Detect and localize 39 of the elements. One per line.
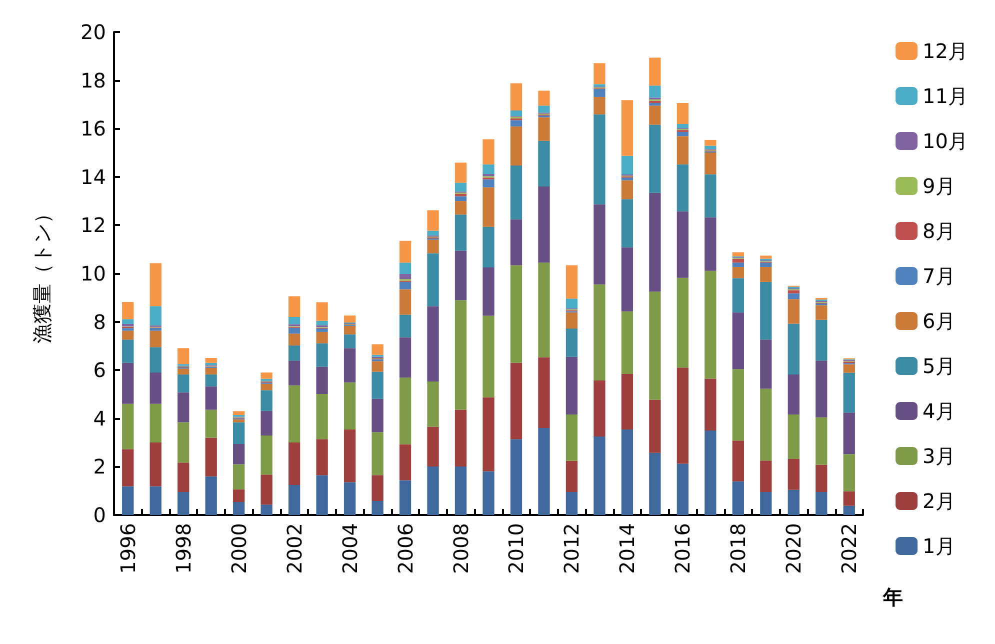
y-axis-title: 漁獲量（トン） (30, 204, 54, 344)
legend-label: 3月 (922, 444, 956, 468)
legend-label: 1月 (922, 534, 956, 558)
y-tick-label: 18 (80, 68, 106, 92)
x-tick-label: 2008 (448, 523, 473, 574)
legend-label: 7月 (922, 264, 956, 288)
x-tick-label: 2010 (504, 523, 528, 574)
x-tick-label: 2006 (393, 523, 418, 574)
legend-label: 11月 (922, 84, 968, 108)
x-tick-label: 1996 (116, 523, 140, 574)
x-tick-label: 2000 (226, 523, 251, 574)
x-tick-label: 1998 (171, 523, 196, 574)
x-tick-label: 2022 (837, 523, 862, 574)
x-tick-label: 2016 (670, 523, 695, 574)
x-tick-label: 2002 (282, 523, 306, 574)
y-tick-label: 0 (93, 503, 106, 527)
legend-label: 10月 (922, 129, 968, 153)
legend-label: 12月 (922, 39, 968, 63)
y-tick-label: 12 (80, 213, 106, 238)
legend-label: 8月 (922, 219, 956, 243)
x-axis-title: 年 (882, 585, 903, 609)
y-tick-label: 8 (93, 310, 106, 334)
legend-label: 9月 (922, 174, 956, 198)
x-tick-label: 2018 (726, 523, 750, 574)
y-tick-label: 2 (93, 454, 106, 479)
legend-label: 4月 (922, 399, 956, 423)
y-tick-label: 14 (80, 164, 106, 189)
legend-label: 5月 (922, 354, 956, 378)
x-tick-label: 2004 (338, 523, 362, 574)
legend-label: 2月 (922, 489, 956, 513)
y-tick-label: 6 (93, 358, 106, 382)
y-tick-label: 4 (93, 406, 106, 430)
y-tick-label: 16 (80, 116, 106, 141)
x-tick-label: 2020 (782, 523, 806, 574)
legend-label: 6月 (922, 309, 956, 333)
y-tick-label: 20 (80, 20, 106, 44)
y-tick-label: 10 (80, 262, 106, 286)
x-tick-label: 2014 (615, 523, 640, 574)
x-tick-label: 2012 (560, 523, 584, 574)
